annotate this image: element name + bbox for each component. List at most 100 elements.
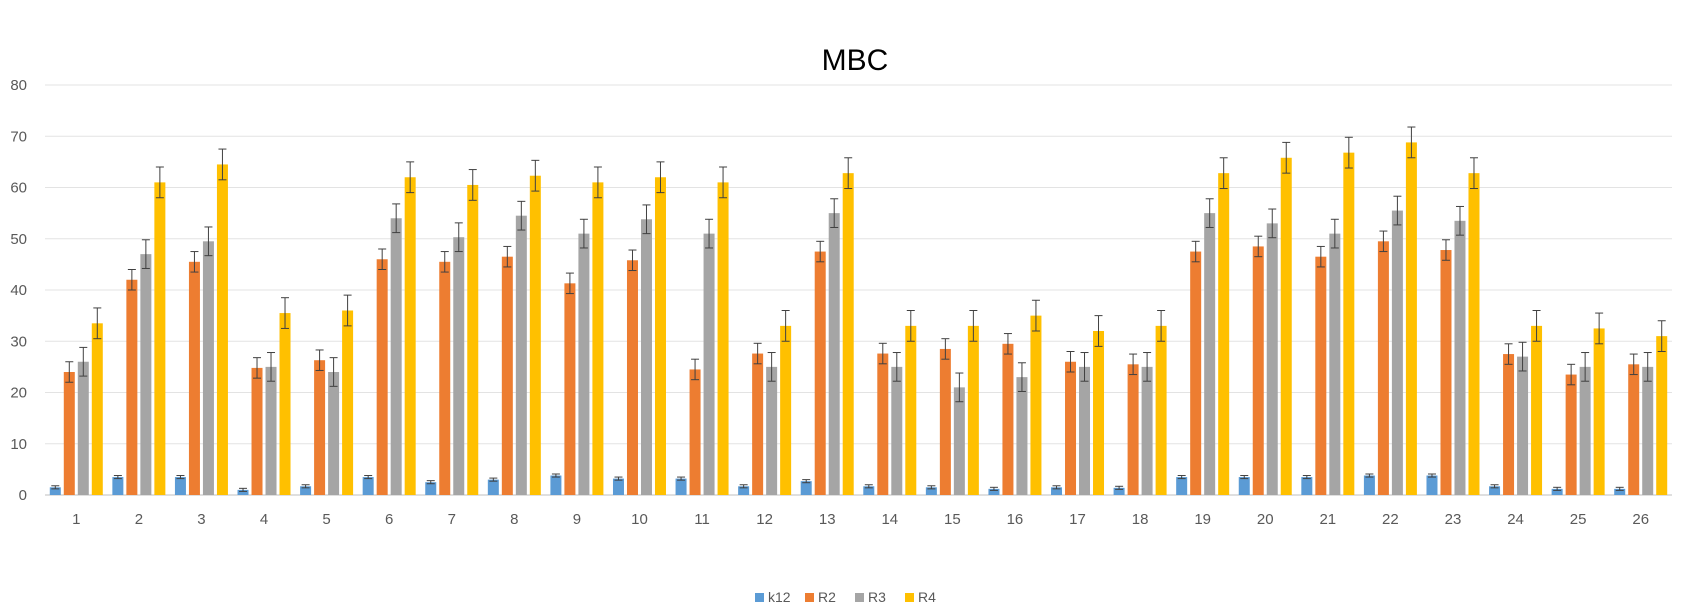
legend-label-r4: R4 (918, 589, 936, 605)
bar-r4 (654, 177, 666, 495)
bar-r2 (126, 279, 138, 495)
bar-k12 (1614, 488, 1626, 495)
bar-r2 (439, 261, 451, 495)
bar-r4 (1218, 173, 1230, 495)
y-tick-label: 80 (10, 77, 27, 94)
bar-r4 (1280, 157, 1292, 495)
bar-k12 (800, 481, 812, 495)
bar-r2 (814, 251, 826, 495)
y-tick-label: 30 (10, 333, 27, 350)
chart-title: MBC (822, 44, 889, 77)
bar-r3 (202, 241, 214, 495)
bar-r2 (1190, 251, 1202, 495)
bar-r4 (91, 323, 103, 495)
bar-r4 (404, 177, 416, 495)
bar-r2 (1377, 241, 1389, 495)
bar-r2 (1440, 250, 1452, 495)
bar-r4 (905, 325, 917, 495)
x-tick-label: 20 (1257, 511, 1274, 528)
x-tick-label: 18 (1132, 511, 1149, 528)
x-tick-label: 23 (1445, 511, 1462, 528)
bar-r3 (1517, 356, 1529, 495)
x-tick-label: 2 (135, 511, 143, 528)
bar-k12 (925, 487, 937, 495)
bar-r3 (1579, 366, 1591, 495)
bars (49, 142, 1668, 495)
bar-k12 (1113, 487, 1125, 495)
x-tick-label: 11 (694, 511, 710, 528)
bar-k12 (174, 477, 186, 495)
bar-k12 (112, 477, 124, 495)
y-tick-label: 20 (10, 385, 27, 402)
bar-r2 (1565, 374, 1577, 495)
x-tick-label: 14 (881, 511, 898, 528)
bar-r3 (1391, 210, 1403, 495)
legend-label-k12: k12 (768, 589, 791, 605)
bar-r4 (1656, 336, 1668, 495)
bar-k12 (863, 486, 875, 495)
bar-r4 (342, 310, 354, 495)
bar-k12 (1176, 477, 1188, 495)
bar-r3 (328, 372, 340, 495)
bar-r3 (1141, 366, 1153, 495)
bar-k12 (237, 489, 249, 495)
bar-r3 (1204, 213, 1216, 495)
bar-r4 (842, 173, 854, 495)
bar-r3 (703, 233, 715, 495)
bar-k12 (1551, 488, 1563, 495)
bar-r4 (1343, 152, 1355, 495)
bar-k12 (49, 487, 61, 495)
bar-r2 (564, 283, 576, 495)
bar-r2 (188, 261, 200, 495)
bar-r2 (752, 353, 764, 495)
x-tick-label: 21 (1319, 511, 1336, 528)
bar-r2 (1002, 343, 1014, 495)
legend: k12 R2 R3 R4 (755, 589, 936, 605)
bar-k12 (550, 475, 562, 495)
bar-r2 (1628, 364, 1640, 495)
bar-k12 (988, 488, 1000, 495)
bar-r3 (1642, 366, 1654, 495)
bar-r3 (828, 213, 840, 495)
bar-k12 (612, 478, 624, 495)
bar-k12 (1426, 475, 1438, 495)
bar-r4 (1405, 142, 1417, 495)
bar-k12 (487, 479, 499, 495)
x-tick-label: 13 (819, 511, 836, 528)
bar-r3 (1266, 223, 1278, 495)
bar-k12 (300, 486, 312, 495)
bar-k12 (1489, 486, 1501, 495)
x-tick-label: 15 (944, 511, 961, 528)
bar-k12 (738, 486, 750, 495)
error-bars (51, 126, 1666, 492)
x-tick-label: 24 (1507, 511, 1524, 528)
bar-k12 (1238, 477, 1250, 495)
bar-r4 (154, 182, 166, 495)
bar-r4 (1593, 328, 1605, 495)
bar-r3 (1454, 220, 1466, 495)
x-axis-ticks: 1 2 3 4 5 6 7 8 9 10 11 12 13 14 15 16 17 18 19 20 21 22 23 24 2… (72, 511, 1649, 528)
bar-r3 (1079, 366, 1091, 495)
x-tick-label: 19 (1194, 511, 1211, 528)
x-tick-label: 6 (385, 511, 393, 528)
bar-r3 (265, 366, 277, 495)
bar-r4 (780, 325, 792, 495)
bar-r2 (1127, 364, 1139, 495)
bar-r3 (453, 237, 465, 495)
bar-r2 (314, 360, 326, 495)
bar-r2 (1065, 361, 1077, 495)
legend-label-r3: R3 (868, 589, 886, 605)
y-tick-label: 70 (10, 128, 27, 145)
bar-r4 (467, 184, 479, 495)
bar-r2 (689, 369, 701, 495)
bar-r4 (279, 313, 291, 495)
x-tick-label: 17 (1069, 511, 1086, 528)
x-tick-label: 22 (1382, 511, 1399, 528)
bar-r4 (592, 182, 604, 495)
bar-r2 (877, 353, 889, 495)
x-tick-label: 7 (448, 511, 456, 528)
bar-r2 (376, 259, 388, 495)
bar-r4 (967, 325, 979, 495)
bar-r3 (77, 361, 89, 495)
